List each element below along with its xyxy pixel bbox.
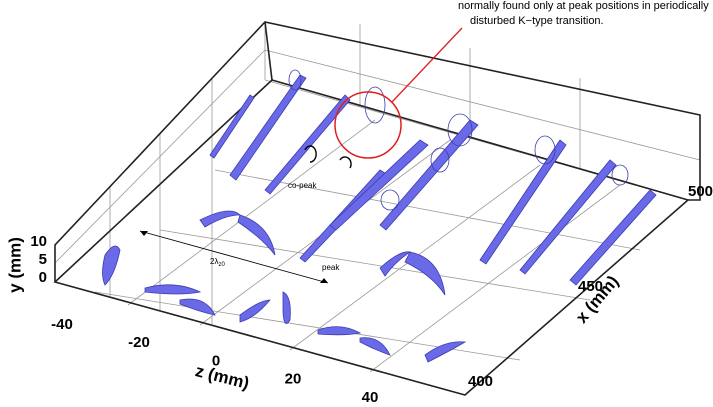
callout-line xyxy=(391,27,463,103)
rotation-arrows xyxy=(304,145,352,169)
z-axis-tick-label: -40 xyxy=(51,316,73,333)
y-axis-tick-label: 10 xyxy=(30,233,47,250)
annotation: normally found only at peak positions in… xyxy=(458,0,709,12)
wavelength-label: 2λz0 xyxy=(210,257,225,267)
peak-label: peak xyxy=(322,263,340,272)
x-axis-tick-label: 400 xyxy=(468,373,493,390)
x-axis-tick-label: 500 xyxy=(688,183,713,200)
box xyxy=(53,21,701,396)
co-peak-label: co-peak xyxy=(288,181,317,190)
grid xyxy=(54,21,701,373)
y-axis-tick-label: 0 xyxy=(39,269,47,286)
z-axis-tick-label: 40 xyxy=(362,389,379,406)
wavelength-sub: z0 xyxy=(218,262,225,268)
wavelength-base: 2λ xyxy=(210,257,218,266)
z-axis-tick-label: -20 xyxy=(128,334,150,351)
wavelength-arrow xyxy=(139,230,329,284)
z-axis-label: z (mm) xyxy=(193,361,251,393)
z-axis-tick-label: 0 xyxy=(212,352,220,369)
x-axis-tick-label: 450 xyxy=(578,278,603,295)
y-axis-tick-label: 5 xyxy=(39,251,47,268)
z-axis-tick-label: 20 xyxy=(285,371,302,388)
vortex-structures xyxy=(102,69,657,363)
highlight-circle xyxy=(334,91,402,159)
y-axis-label: y (mm) xyxy=(5,237,24,293)
annotation: disturbed K−type transition. xyxy=(470,15,604,27)
